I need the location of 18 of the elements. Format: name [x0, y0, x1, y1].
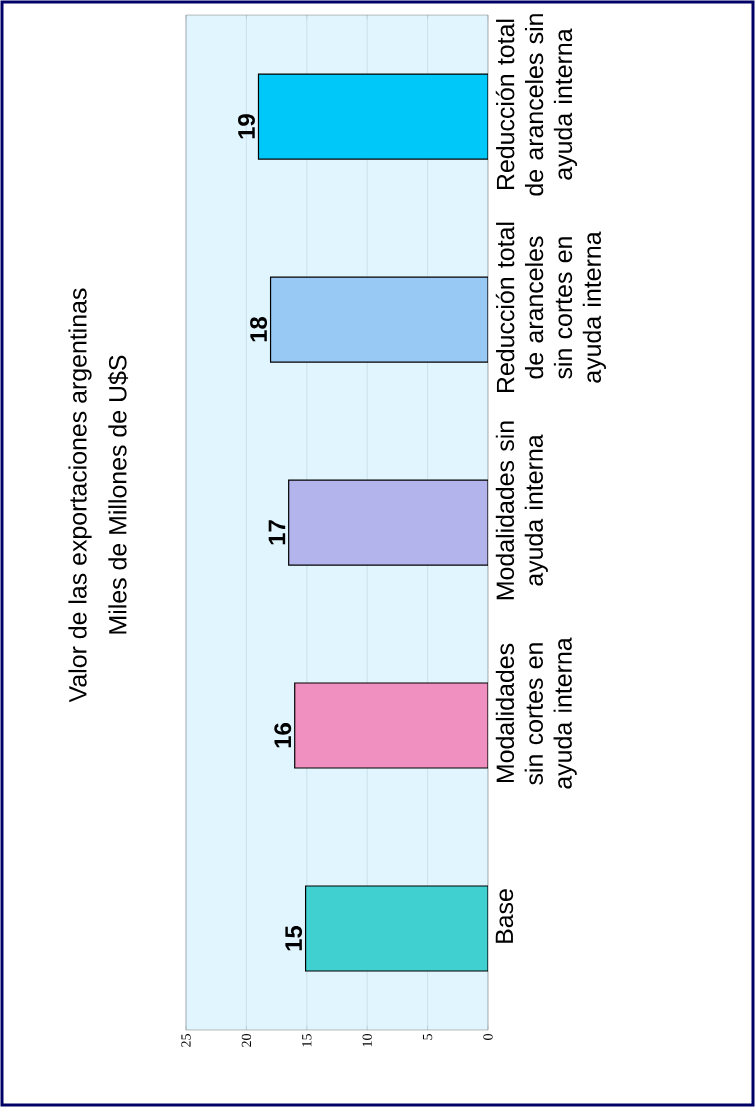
y-tick-label: Reducción total de aranceles sin ayuda interna: [495, 14, 578, 196]
data-label: 16: [274, 723, 292, 748]
x-tick-label: 20: [241, 1034, 252, 1047]
x-tick-label: 15: [302, 1034, 312, 1047]
x-tick-label: 5: [422, 1034, 433, 1040]
text: Valor de las exportaciones argentinas: [68, 288, 92, 703]
x-tick-label: 0: [483, 1034, 493, 1040]
text: Miles de Millones de U$S: [107, 355, 129, 634]
y-tick-label: Base: [495, 889, 514, 943]
data-label: 18: [250, 316, 268, 342]
x-tick-label: 25: [181, 1034, 191, 1047]
y-tick-label: Modalidades sin ayuda interna: [495, 421, 548, 600]
data-label: 15: [285, 925, 303, 951]
data-label: 19: [238, 114, 255, 139]
data-label: 17: [268, 520, 286, 545]
y-tick-label: Modalidades sin cortes en ayuda interna: [495, 637, 577, 789]
x-tick-label: 10: [362, 1034, 372, 1047]
y-tick-label: Reducción total de aranceles sin cortes en ayuda interna: [495, 222, 606, 393]
